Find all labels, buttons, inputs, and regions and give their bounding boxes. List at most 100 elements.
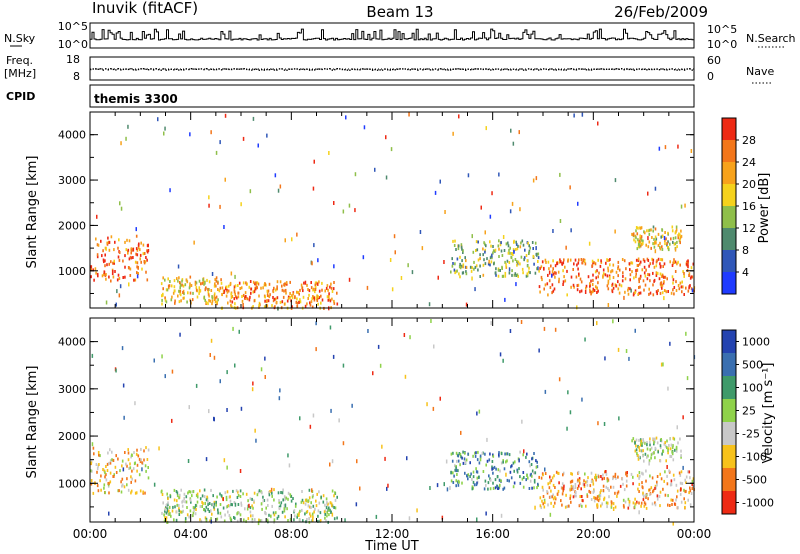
echo-cell <box>520 255 523 259</box>
echo-cell <box>484 262 487 266</box>
echo-cell <box>656 292 658 296</box>
scatter-cell <box>408 516 411 521</box>
scatter-cell <box>467 173 470 178</box>
echo-cell <box>104 264 106 268</box>
echo-cell <box>109 480 112 484</box>
echo-cell <box>669 447 672 451</box>
echo-cell <box>519 245 522 249</box>
echo-cell <box>293 509 296 513</box>
echo-cell <box>120 480 122 484</box>
echo-cell <box>221 286 224 290</box>
echo-cell <box>641 268 644 272</box>
echo-cell <box>241 295 243 298</box>
echo-cell <box>634 502 636 506</box>
echo-cell <box>516 470 519 474</box>
echo-cell <box>250 514 252 518</box>
echo-cell <box>127 451 130 455</box>
echo-cell <box>453 268 456 272</box>
echo-cell <box>654 486 656 490</box>
echo-cell <box>290 499 293 503</box>
echo-cell <box>161 493 164 496</box>
echo-cell <box>671 264 674 267</box>
echo-cell <box>93 278 95 282</box>
scatter-cell <box>584 290 587 294</box>
echo-cell <box>602 489 605 492</box>
echo-cell <box>189 275 192 279</box>
echo-cell <box>668 469 670 473</box>
freq-point <box>462 68 464 70</box>
scatter-cell <box>120 141 122 146</box>
echo-cell <box>200 282 202 286</box>
echo-cell <box>462 249 464 253</box>
echo-cell <box>139 257 141 261</box>
echo-cell <box>688 285 691 288</box>
echo-cell <box>308 488 311 492</box>
echo-cell <box>670 498 672 502</box>
echo-cell <box>542 473 544 477</box>
echo-cell <box>456 257 459 261</box>
echo-cell <box>600 260 603 264</box>
echo-cell <box>500 461 503 465</box>
noise-trace <box>89 28 694 41</box>
echo-cell <box>689 486 691 490</box>
echo-cell <box>314 281 317 285</box>
echo-cell <box>575 275 578 279</box>
echo-cell <box>320 301 322 305</box>
echo-cell <box>310 300 313 304</box>
echo-cell <box>233 285 236 289</box>
noise-left-tick-top: 10^5 <box>58 20 88 33</box>
scatter-cell <box>177 264 180 269</box>
echo-cell <box>169 495 172 499</box>
echo-cell <box>606 479 609 483</box>
echo-cell <box>673 478 676 482</box>
echo-cell <box>296 297 298 301</box>
echo-cell <box>270 514 272 518</box>
echo-cell <box>577 470 580 474</box>
scatter-cell <box>630 288 632 293</box>
freq-point <box>550 68 552 70</box>
echo-cell <box>471 477 473 481</box>
scatter-cell <box>489 214 492 219</box>
colorbar-swatch <box>722 250 736 272</box>
echo-cell <box>505 242 508 246</box>
echo-cell <box>105 277 107 281</box>
echo-cell <box>273 488 275 492</box>
echo-cell <box>553 287 556 291</box>
scatter-cell <box>538 348 540 353</box>
echo-cell <box>318 289 321 293</box>
echo-cell <box>245 296 247 300</box>
echo-cell <box>220 278 222 282</box>
echo-cell <box>329 285 331 289</box>
echo-cell <box>255 281 257 285</box>
echo-cell <box>684 505 686 509</box>
echo-cell <box>679 237 681 241</box>
echo-cell <box>240 503 243 507</box>
echo-cell <box>464 256 466 260</box>
echo-cell <box>145 469 147 473</box>
echo-cell <box>506 452 509 456</box>
echo-cell <box>191 514 194 518</box>
freq-left-tick-bottom: 8 <box>73 70 80 83</box>
freq-point <box>505 68 507 70</box>
echo-cell <box>214 282 216 286</box>
echo-cell <box>543 498 546 502</box>
y-tick-label: 3000 <box>58 174 86 187</box>
echo-cell <box>616 491 619 495</box>
freq-point <box>130 68 132 70</box>
echo-cell <box>562 471 565 475</box>
echo-cell <box>314 285 317 289</box>
echo-cell <box>661 234 663 238</box>
echo-cell <box>541 260 544 264</box>
colorbar-swatch <box>722 330 736 353</box>
echo-cell <box>658 277 661 281</box>
echo-cell <box>285 281 288 285</box>
echo-cell <box>521 267 524 271</box>
echo-cell <box>225 285 228 289</box>
echo-cell <box>138 457 141 461</box>
echo-cell <box>227 289 230 293</box>
echo-cell <box>233 297 236 301</box>
echo-cell <box>227 284 230 288</box>
echo-cell <box>673 260 676 264</box>
echo-cell <box>669 242 671 246</box>
echo-cell <box>308 289 311 293</box>
